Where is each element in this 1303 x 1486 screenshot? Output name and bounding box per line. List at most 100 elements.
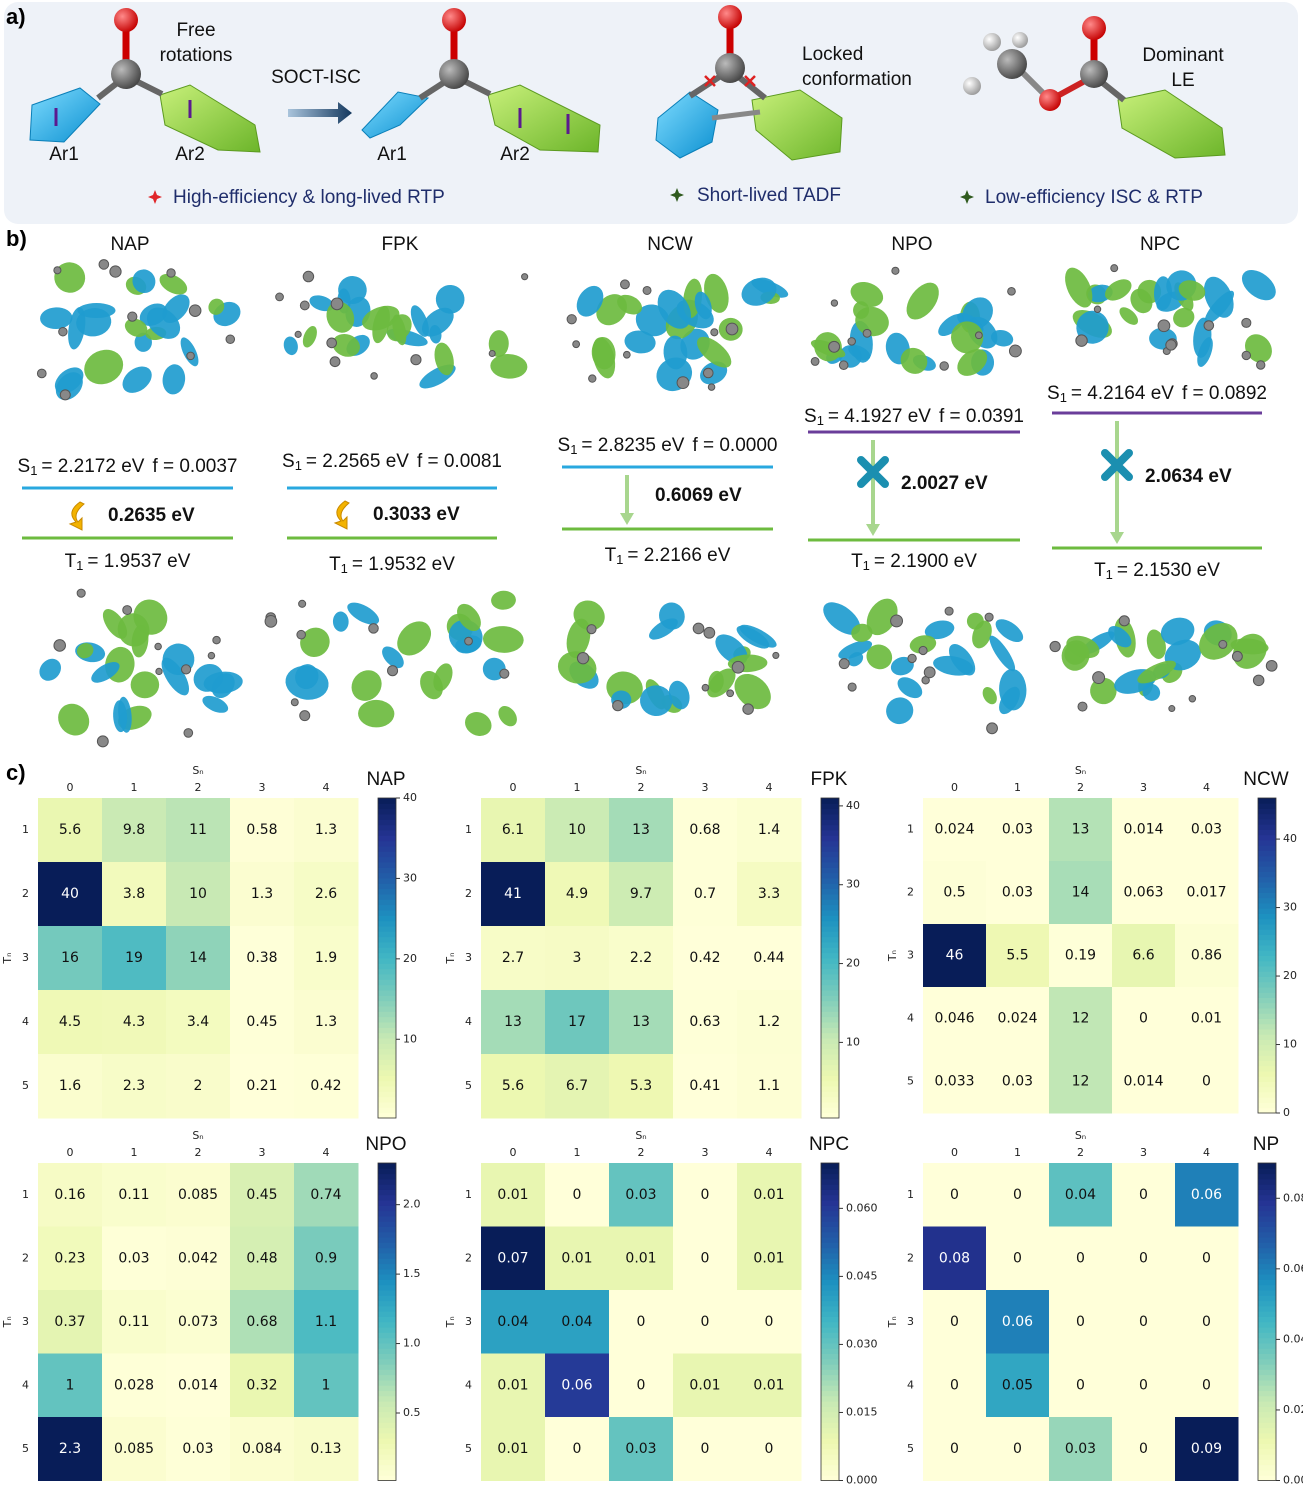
orbital-lobe <box>1204 290 1235 324</box>
atom <box>76 588 86 598</box>
colorbar-segment <box>1258 1379 1276 1386</box>
heatmap-cell <box>38 1163 103 1227</box>
state-subscript: 1 <box>295 458 302 473</box>
state-symbol: S <box>558 435 571 456</box>
colorbar-segment <box>821 926 839 932</box>
colorbar-segment <box>378 1242 396 1249</box>
colorbar-segment <box>821 1080 839 1087</box>
y-tick-label: 2 <box>22 1251 29 1264</box>
colorbar-tick-label: 30 <box>846 878 860 891</box>
colorbar-segment <box>1258 1076 1276 1082</box>
colorbar-segment <box>821 1000 839 1007</box>
heatmap-cell <box>923 1163 987 1227</box>
colorbar-segment <box>1258 1210 1276 1217</box>
colorbar-segment <box>1258 819 1276 825</box>
colorbar-segment <box>378 963 396 970</box>
cell-label: 0 <box>637 1377 646 1393</box>
x-tick-label: 3 <box>1140 1146 1147 1159</box>
cell-label: 0.74 <box>310 1187 341 1203</box>
state-subscript: 1 <box>30 463 37 478</box>
atom <box>710 328 719 337</box>
cell-label: 3.4 <box>187 1014 209 1030</box>
x-axis-label: Sₙ <box>1075 1129 1086 1142</box>
atom <box>58 326 68 337</box>
atom <box>742 703 754 715</box>
colorbar-tick-label: 0.04 <box>1283 1332 1303 1345</box>
atom <box>907 653 917 664</box>
colorbar-segment <box>378 915 396 922</box>
x-tick-label: 4 <box>766 1146 773 1159</box>
orbital-lobe <box>999 686 1020 715</box>
orbital-lobe <box>810 339 846 358</box>
colorbar-segment <box>821 1342 839 1349</box>
orbital-lobe <box>347 602 380 625</box>
heatmap-cell <box>1049 1226 1113 1291</box>
x-tick-label: 3 <box>259 1146 266 1159</box>
colorbar-segment <box>1258 824 1276 830</box>
colorbar-segment <box>378 846 396 852</box>
cell-label: 0.5 <box>943 885 965 901</box>
cell-label: 1.3 <box>315 1014 337 1030</box>
atom <box>1218 639 1228 649</box>
colorbar-frame <box>1257 797 1277 1114</box>
heatmap-cell <box>102 990 167 1055</box>
heatmap-cell <box>986 1417 1050 1481</box>
y-tick-label: 5 <box>465 1079 472 1092</box>
cell-label: 1.3 <box>251 886 273 902</box>
colorbar-segment <box>378 1342 396 1349</box>
colorbar-segment <box>378 910 396 916</box>
colorbar-segment <box>378 947 396 954</box>
orbital-lobe <box>866 598 898 636</box>
heatmap-cell <box>673 798 738 863</box>
atom <box>186 351 195 361</box>
orbital-lobe <box>708 670 724 693</box>
colorbar-segment <box>821 1268 839 1275</box>
atom <box>330 297 344 311</box>
y-tick-label: 5 <box>465 1442 472 1455</box>
colorbar-segment <box>1258 829 1276 836</box>
colorbar-segment <box>1258 1200 1276 1206</box>
x-tick-label: 4 <box>766 781 773 794</box>
blocked-mark <box>1101 449 1133 481</box>
colorbar-segment <box>378 803 396 810</box>
orbital-lobe <box>1241 269 1276 301</box>
atom <box>588 374 597 383</box>
state-subscript: 1 <box>76 558 83 573</box>
colorbar-segment <box>378 1374 396 1381</box>
atom <box>725 322 739 336</box>
cell-label: 0 <box>701 1314 710 1330</box>
atom <box>154 642 162 651</box>
cell-label: 0.68 <box>246 1314 277 1330</box>
chart-title: NPC <box>809 1134 849 1155</box>
heatmap-cell <box>986 1050 1050 1114</box>
colorbar-tick-label: 20 <box>1283 969 1297 982</box>
colorbar-segment <box>1258 1178 1276 1185</box>
colorbar-segment <box>1258 1173 1276 1180</box>
cell-label: 2.7 <box>502 950 524 966</box>
cell-label: 0 <box>1076 1377 1085 1393</box>
oscillator-strength: f = 0.0892 <box>1182 383 1267 404</box>
x-tick-label: 0 <box>67 781 74 794</box>
colorbar-tick-label: 0.000 <box>846 1474 878 1486</box>
colorbar-segment <box>1258 1342 1276 1349</box>
heatmap-cell <box>481 990 546 1055</box>
orbital-lobe <box>124 318 148 337</box>
heatmap-cell <box>102 1226 167 1291</box>
colorbar-segment <box>378 1027 396 1034</box>
atom <box>1093 305 1102 313</box>
heatmap-cell <box>1175 1417 1239 1481</box>
orbital-lobe <box>146 307 181 339</box>
heatmap-cell <box>166 1163 231 1227</box>
colorbar-segment <box>1258 1454 1276 1460</box>
colorbar-segment <box>1258 798 1276 804</box>
colorbar-segment <box>1258 1358 1276 1365</box>
colorbar-segment <box>1258 834 1276 841</box>
cell-label: 0.86 <box>1191 948 1222 964</box>
x-axis-label: Sₙ <box>192 1129 203 1142</box>
cell-label: 0 <box>1139 1314 1148 1330</box>
state-symbol: S <box>18 456 31 477</box>
cell-label: 10 <box>189 886 207 902</box>
colorbar-segment <box>378 1454 396 1460</box>
y-axis-label: Tₙ <box>1 1316 14 1328</box>
cell-label: 0.01 <box>497 1187 528 1203</box>
